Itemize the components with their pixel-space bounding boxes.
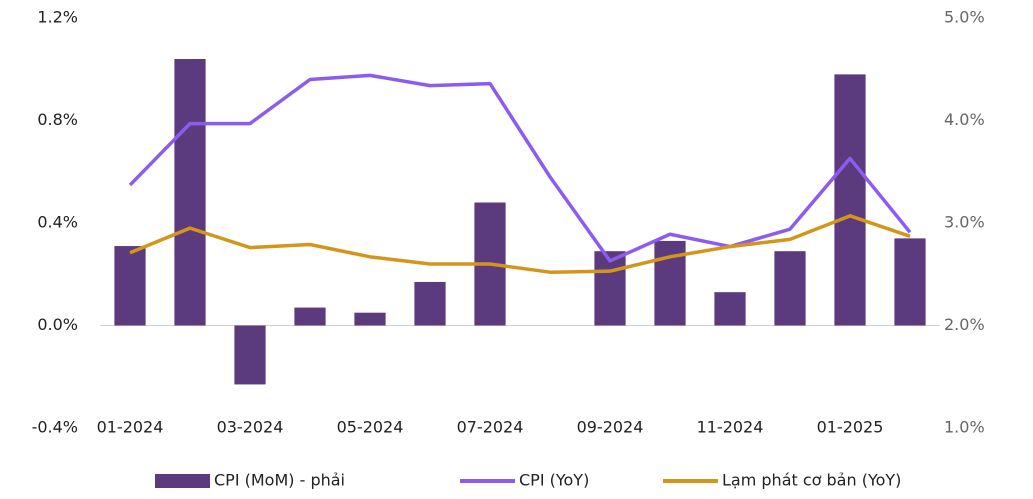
x-tick-label: 11-2024 xyxy=(697,418,764,437)
legend-label: CPI (MoM) - phải xyxy=(214,471,345,490)
line xyxy=(129,214,911,274)
y-tick-label: 0.4% xyxy=(37,213,78,232)
y2-tick-label: 5.0% xyxy=(944,8,985,27)
y2-tick-label: 1.0% xyxy=(944,418,985,437)
x-tick-label: 09-2024 xyxy=(577,418,644,437)
x-tick-label: 01-2024 xyxy=(97,418,164,437)
y2-tick-label: 4.0% xyxy=(944,110,985,129)
y-tick-label: 1.2% xyxy=(37,8,78,27)
bar xyxy=(354,312,386,326)
bar xyxy=(294,307,326,326)
y-tick-label: 0.8% xyxy=(37,110,78,129)
y-tick-label: -0.4% xyxy=(32,418,78,437)
legend-label: Lạm phát cơ bản (YoY) xyxy=(722,471,901,490)
x-tick-label: 01-2025 xyxy=(817,418,884,437)
bar xyxy=(174,59,206,326)
y2-tick-label: 2.0% xyxy=(944,315,985,334)
bar xyxy=(114,246,146,326)
bar xyxy=(774,251,806,326)
bar xyxy=(894,238,926,326)
x-tick-label: 05-2024 xyxy=(337,418,404,437)
line xyxy=(128,73,912,263)
y-tick-label: 0.0% xyxy=(37,315,78,334)
y2-tick-label: 3.0% xyxy=(944,213,985,232)
bar xyxy=(594,251,626,326)
x-tick-label: 03-2024 xyxy=(217,418,284,437)
legend-label: CPI (YoY) xyxy=(519,471,589,490)
bar xyxy=(834,74,866,326)
bar xyxy=(234,325,266,385)
bar xyxy=(414,281,446,326)
legend-swatch xyxy=(155,474,210,488)
x-tick-label: 07-2024 xyxy=(457,418,524,437)
bar xyxy=(714,292,746,326)
